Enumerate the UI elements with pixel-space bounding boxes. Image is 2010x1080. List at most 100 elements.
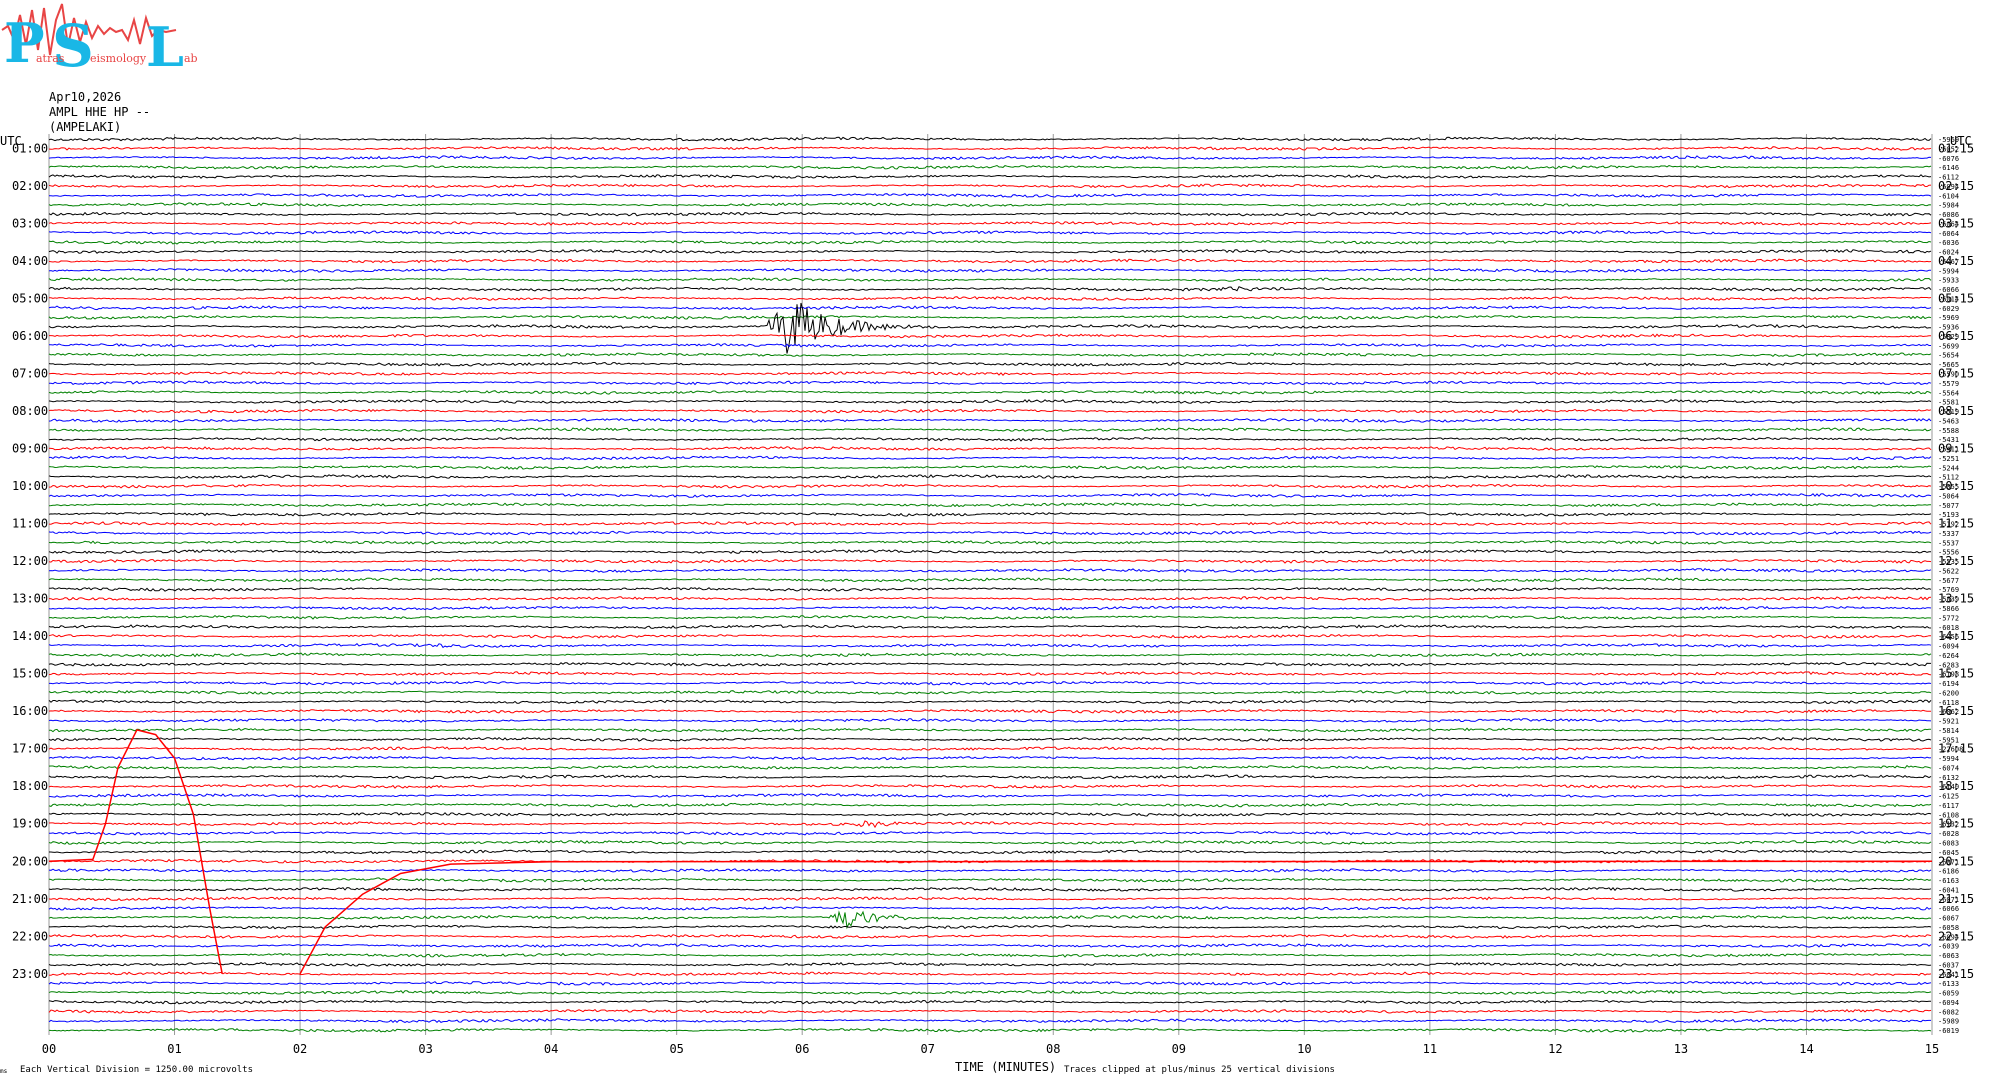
trace-offset-label: -5564 <box>1938 389 1959 397</box>
trace-line <box>48 474 1932 479</box>
right-time-label: 13:15 <box>1938 592 1974 606</box>
trace-line <box>48 784 1932 789</box>
trace-line <box>48 437 1932 442</box>
trace-offset-label: -6066 <box>1938 286 1959 294</box>
trace-offset-label: -5951 <box>1938 736 1959 744</box>
x-tick-label: 10 <box>1297 1042 1311 1056</box>
right-time-label: 15:15 <box>1938 667 1974 681</box>
trace-line <box>48 305 1932 311</box>
trace-line <box>48 755 1932 761</box>
trace-offset-label: -6086 <box>1938 211 1959 219</box>
trace-line <box>48 352 1932 357</box>
trace-line <box>48 999 1931 1005</box>
right-time-label: 02:15 <box>1938 179 1974 193</box>
trace-line <box>49 727 1931 733</box>
x-tick-label: 13 <box>1674 1042 1688 1056</box>
left-time-label: 03:00 <box>12 216 48 230</box>
trace-offset-label: -6019 <box>1938 1027 1959 1035</box>
x-tick-label: 08 <box>1046 1042 1060 1056</box>
trace-offset-label: -6163 <box>1938 877 1959 885</box>
trace-offset-label: -5994 <box>1938 755 1959 763</box>
left-time-label: 19:00 <box>12 817 48 831</box>
trace-offset-label: -5463 <box>1938 417 1959 425</box>
trace-line <box>48 361 1932 367</box>
trace-offset-label: -5579 <box>1938 380 1959 388</box>
trace-line <box>49 296 1932 301</box>
left-time-label: 06:00 <box>12 329 48 343</box>
trace-offset-label: -6076 <box>1938 155 1959 163</box>
logo-word-2: eismology <box>90 52 147 65</box>
trace-offset-label: -6018 <box>1938 624 1959 632</box>
right-time-label: 22:15 <box>1938 929 1974 943</box>
trace-offset-label: -6133 <box>1938 980 1959 988</box>
trace-offset-label: -5112 <box>1938 474 1959 482</box>
right-time-label: 19:15 <box>1938 817 1974 831</box>
trace-line <box>48 614 1932 620</box>
trace-offset-label: -6186 <box>1938 868 1959 876</box>
left-time-label: 14:00 <box>12 629 48 643</box>
psl-logo: P S L atras eismology ab <box>0 0 205 80</box>
x-tick-label: 12 <box>1548 1042 1562 1056</box>
trace-line <box>48 512 1932 517</box>
trace-offset-label: -5588 <box>1938 427 1959 435</box>
x-tick-label: 00 <box>42 1042 56 1056</box>
trace-offset-label: -5535 <box>1938 558 1959 566</box>
trace-line <box>48 240 1932 245</box>
trace-line <box>48 643 1932 649</box>
trace-line <box>48 465 1932 470</box>
trace-line <box>48 521 1932 526</box>
trace-line <box>48 446 1932 451</box>
trace-line <box>48 390 1932 395</box>
left-time-label: 15:00 <box>12 667 48 681</box>
x-tick-label: 07 <box>921 1042 935 1056</box>
trace-offset-label: -6140 <box>1938 783 1959 791</box>
trace-offset-label: -5411 <box>1938 446 1959 454</box>
trace-offset-label: -5431 <box>1938 436 1959 444</box>
left-time-label: 21:00 <box>12 892 48 906</box>
trace-line <box>48 230 1932 236</box>
trace-line <box>48 1027 1932 1033</box>
trace-offset-label: -6264 <box>1938 652 1959 660</box>
x-tick-label: 03 <box>418 1042 432 1056</box>
right-time-label: 20:15 <box>1938 854 1974 868</box>
trace-line <box>48 793 1932 798</box>
right-time-label: 09:15 <box>1938 442 1974 456</box>
left-time-label: 11:00 <box>12 517 48 531</box>
right-time-label: 07:15 <box>1938 367 1974 381</box>
trace-offset-label: -6146 <box>1938 164 1959 172</box>
trace-offset-label: -6063 <box>1938 952 1959 960</box>
trace-offset-label: -6118 <box>1938 699 1959 707</box>
trace-line <box>48 774 1932 780</box>
trace-offset-label: -6024 <box>1938 249 1959 257</box>
trace-offset-label: -6200 <box>1938 689 1959 697</box>
trace-offset-label: -6064 <box>1938 220 1959 228</box>
right-time-label: 23:15 <box>1938 967 1974 981</box>
trace-offset-label: -6067 <box>1938 258 1959 266</box>
trace-offset-label: -5769 <box>1938 586 1959 594</box>
right-time-label: 14:15 <box>1938 629 1974 643</box>
left-time-label: 07:00 <box>12 367 48 381</box>
seismic-traces <box>48 136 1933 1033</box>
trace-line <box>48 315 1932 320</box>
trace-offset-label: -6198 <box>1938 671 1959 679</box>
trace-offset-label: -6082 <box>1938 1008 1959 1016</box>
trace-offset-label: -6104 <box>1938 192 1959 200</box>
trace-offset-label: -6064 <box>1938 230 1959 238</box>
trace-line <box>48 662 1931 667</box>
trace-offset-label: -5829 <box>1938 333 1959 341</box>
x-tick-label: 04 <box>544 1042 558 1056</box>
trace-line <box>48 558 1932 564</box>
trace-line <box>48 530 1932 536</box>
logo-word-3: ab <box>184 52 198 65</box>
drift-curve-2 <box>299 860 1933 975</box>
trace-offset-label: -6041 <box>1938 971 1959 979</box>
trace-offset-label: -22608 <box>1938 746 1963 754</box>
trace-line <box>48 718 1932 723</box>
trace-offset-label: -6014 <box>1938 295 1959 303</box>
trace-offset-label: -6132 <box>1938 821 1959 829</box>
trace-line <box>48 896 1932 902</box>
trace-line <box>48 587 1932 592</box>
trace-line <box>48 746 1932 751</box>
trace-offset-label: -6083 <box>1938 840 1959 848</box>
trace-line <box>49 924 1932 930</box>
